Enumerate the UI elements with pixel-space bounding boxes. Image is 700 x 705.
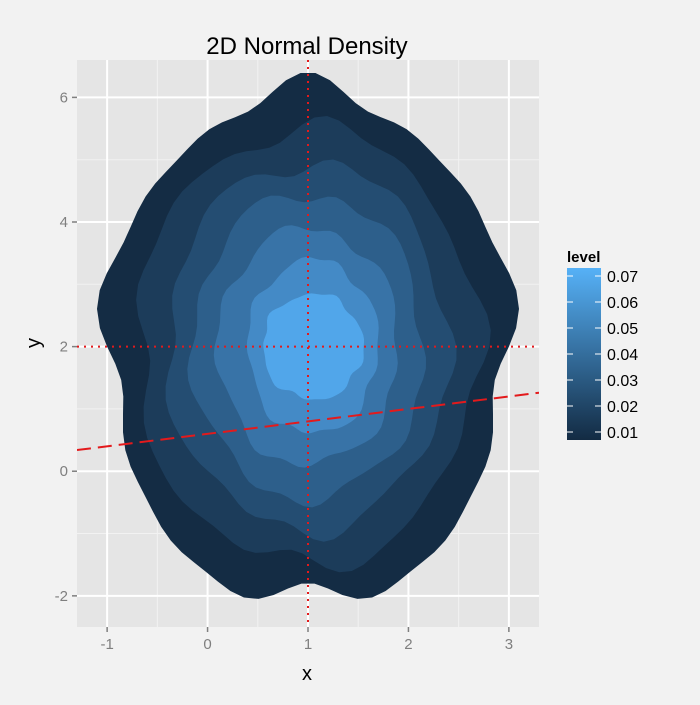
y-tick-label: -2 [55, 588, 68, 605]
x-tick-label: -1 [100, 636, 113, 653]
x-tick-label: 2 [404, 636, 412, 653]
legend-title: level [567, 249, 600, 266]
legend-label: 0.07 [607, 269, 638, 286]
legend-label: 0.05 [607, 321, 638, 338]
y-tick-label: 0 [60, 463, 68, 480]
x-tick-label: 1 [304, 636, 312, 653]
y-tick-label: 4 [60, 214, 68, 231]
regression-line [77, 391, 539, 452]
contour-band-0-07 [263, 293, 364, 400]
x-tick-label: 3 [505, 636, 513, 653]
reference-lines [77, 60, 539, 627]
contour-group [97, 73, 519, 599]
legend-label: 0.01 [607, 425, 638, 442]
chart-title: 2D Normal Density [206, 33, 407, 60]
x-tick-label: 0 [203, 636, 211, 653]
y-tick-label: 6 [60, 89, 68, 106]
legend-label: 0.02 [607, 399, 638, 416]
legend-label: 0.03 [607, 373, 638, 390]
y-axis-label: y [23, 338, 45, 348]
legend-label: 0.04 [607, 347, 638, 364]
x-axis-label: x [302, 663, 312, 685]
y-tick-label: 2 [60, 339, 68, 356]
legend-label: 0.06 [607, 295, 638, 312]
